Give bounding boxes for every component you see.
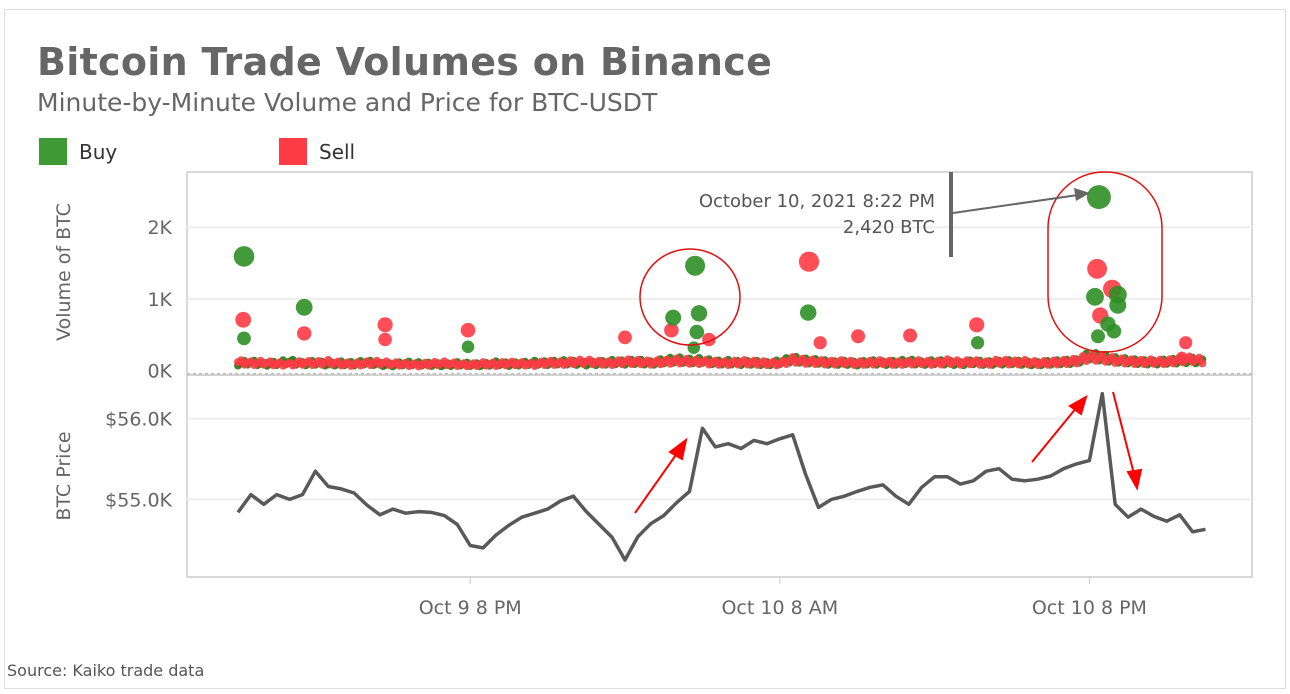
volume-point-sell bbox=[1087, 258, 1107, 279]
volume-point-sell bbox=[969, 317, 985, 333]
annotation-arrowhead-icon bbox=[1074, 188, 1090, 201]
volume-baseline-dot-sell bbox=[1198, 359, 1207, 368]
legend-item-sell[interactable]: Sell bbox=[279, 138, 355, 165]
volume-tick-label: 2K bbox=[147, 217, 172, 239]
chart-frame bbox=[4, 9, 1286, 689]
volume-tick-label: 1K bbox=[147, 289, 172, 311]
x-tick-label: Oct 9 8 PM bbox=[419, 597, 522, 619]
volume-point-buy bbox=[690, 305, 708, 322]
trend-arrow-up-1 bbox=[634, 451, 679, 514]
volume-point-buy bbox=[665, 309, 682, 326]
volume-point-sell bbox=[618, 330, 632, 345]
price-tick-label: $55.0K bbox=[105, 489, 172, 511]
legend-swatch-buy bbox=[39, 138, 67, 165]
legend-swatch-sell bbox=[279, 138, 307, 165]
volume-point-sell bbox=[1179, 336, 1193, 350]
trend-arrowhead-down-icon bbox=[1126, 468, 1143, 491]
chart-subtitle: Minute-by-Minute Volume and Price for BT… bbox=[37, 88, 658, 117]
volume-point-sell bbox=[378, 332, 392, 347]
volume-point-buy bbox=[295, 298, 313, 316]
volume-point-buy bbox=[689, 324, 705, 340]
volume-point-buy bbox=[971, 336, 985, 350]
volume-point-buy bbox=[1091, 329, 1105, 344]
volume-point-sell bbox=[377, 317, 393, 333]
volume-point-sell bbox=[664, 322, 679, 338]
volume-axis-label: Volume of BTC bbox=[53, 203, 75, 341]
annotation-volume: 2,420 BTC bbox=[843, 217, 935, 238]
volume-point-sell bbox=[1176, 351, 1188, 363]
volume-point-buy bbox=[800, 304, 817, 321]
trend-arrowhead-up-1-icon bbox=[668, 437, 688, 461]
trend-arrow-down bbox=[1112, 391, 1135, 475]
volume-point-buy bbox=[1106, 323, 1122, 339]
annotation-arrow bbox=[952, 194, 1079, 214]
volume-point-sell bbox=[813, 336, 827, 350]
legend-label-sell: Sell bbox=[319, 139, 356, 164]
volume-point-buy bbox=[1109, 296, 1127, 314]
legend-label-buy: Buy bbox=[79, 139, 118, 164]
x-tick-label: Oct 10 8 PM bbox=[1032, 597, 1147, 619]
highlight-ellipse-2 bbox=[1047, 171, 1163, 353]
highlight-ellipse-1 bbox=[639, 248, 741, 346]
legend-item-buy[interactable]: Buy bbox=[39, 138, 117, 165]
annotation-date: October 10, 2021 8:22 PM bbox=[699, 191, 935, 212]
volume-point-sell bbox=[851, 329, 866, 344]
price-tick-label: $56.0K bbox=[105, 409, 172, 431]
volume-baseline-dot-sell bbox=[1098, 350, 1107, 359]
x-tick-label: Oct 10 8 AM bbox=[721, 597, 838, 619]
volume-point-buy bbox=[237, 331, 251, 346]
volume-point-buy bbox=[461, 340, 475, 354]
source-note: Source: Kaiko trade data bbox=[7, 661, 205, 680]
volume-point-sell bbox=[903, 328, 918, 343]
trend-arrowhead-up-2-icon bbox=[1068, 394, 1088, 416]
volume-tick-label: 0K bbox=[147, 361, 172, 383]
price-panel-border bbox=[186, 374, 1253, 578]
volume-point-buy bbox=[233, 246, 255, 267]
volume-point-buy bbox=[687, 341, 701, 355]
volume-point-sell bbox=[235, 311, 252, 328]
volume-point-sell bbox=[798, 251, 820, 272]
price-line bbox=[236, 391, 1206, 562]
trend-arrow-up-2 bbox=[1031, 406, 1078, 463]
volume-point-sell bbox=[297, 326, 312, 341]
volume-point-sell bbox=[460, 322, 476, 338]
volume-point-buy bbox=[1086, 185, 1111, 210]
volume-point-buy bbox=[685, 255, 706, 276]
volume-point-buy bbox=[1086, 287, 1104, 306]
price-axis-label: BTC Price bbox=[53, 431, 75, 520]
chart-title: Bitcoin Trade Volumes on Binance bbox=[37, 40, 773, 84]
